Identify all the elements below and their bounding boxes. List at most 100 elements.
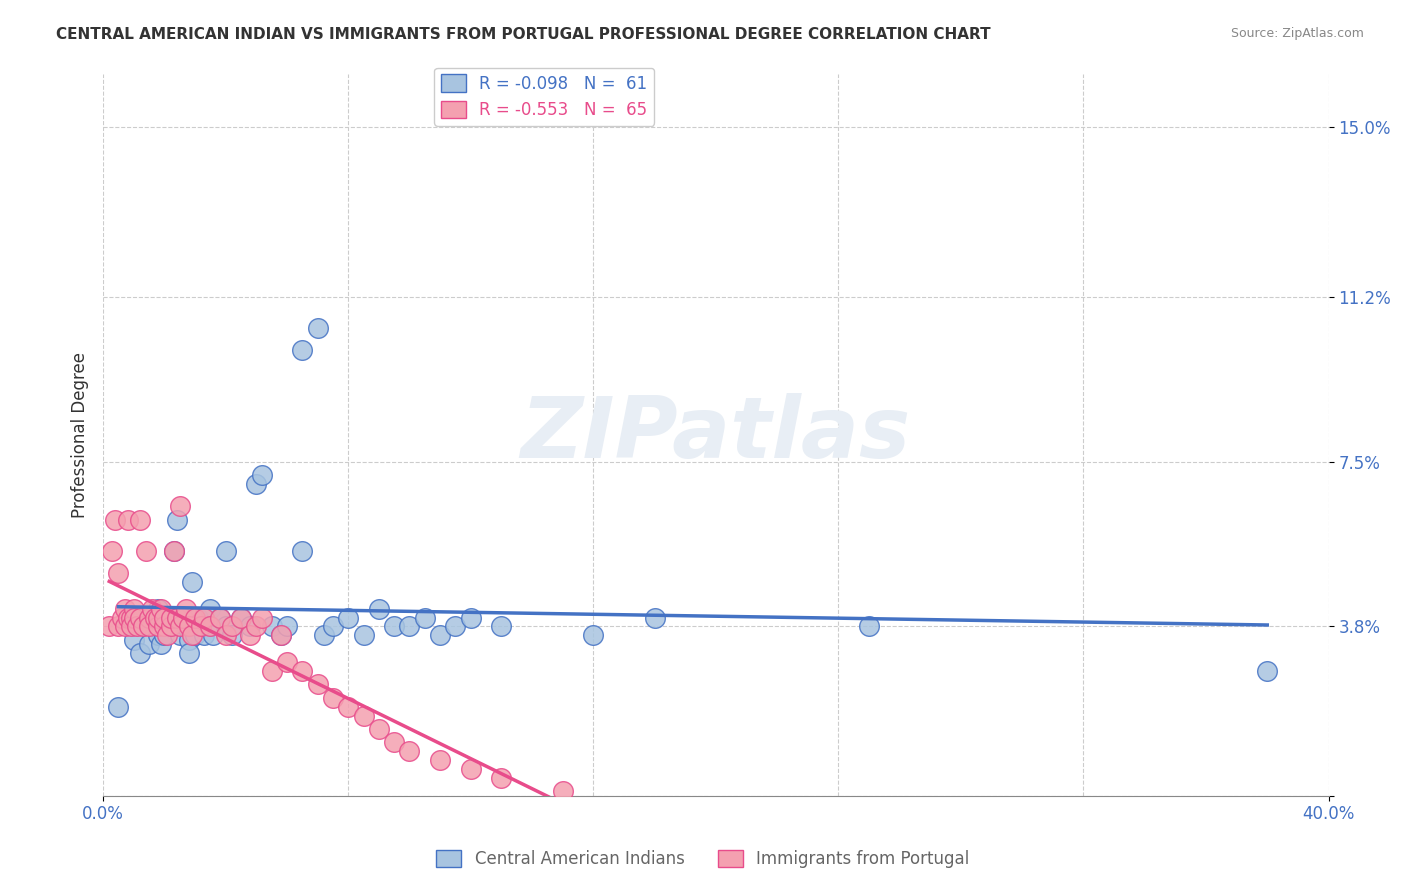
Point bbox=[353, 628, 375, 642]
Point bbox=[128, 646, 150, 660]
Point bbox=[184, 619, 207, 633]
Point bbox=[491, 771, 513, 785]
Point bbox=[159, 610, 181, 624]
Point bbox=[307, 677, 329, 691]
Point bbox=[132, 619, 155, 633]
Point bbox=[150, 637, 173, 651]
Point bbox=[122, 619, 145, 633]
Point bbox=[239, 628, 262, 642]
Point bbox=[322, 690, 344, 705]
Point bbox=[153, 619, 176, 633]
Point bbox=[107, 619, 129, 633]
Point bbox=[177, 646, 200, 660]
Point bbox=[169, 628, 191, 642]
Point bbox=[138, 619, 160, 633]
Point bbox=[382, 735, 405, 749]
Point bbox=[104, 512, 127, 526]
Point bbox=[148, 628, 170, 642]
Point bbox=[245, 476, 267, 491]
Point bbox=[270, 628, 292, 642]
Point bbox=[181, 574, 204, 589]
Point bbox=[177, 632, 200, 647]
Point bbox=[138, 610, 160, 624]
Point bbox=[107, 699, 129, 714]
Point bbox=[148, 619, 170, 633]
Point bbox=[166, 512, 188, 526]
Point bbox=[215, 628, 238, 642]
Text: CENTRAL AMERICAN INDIAN VS IMMIGRANTS FROM PORTUGAL PROFESSIONAL DEGREE CORRELAT: CENTRAL AMERICAN INDIAN VS IMMIGRANTS FR… bbox=[56, 27, 991, 42]
Point bbox=[110, 610, 132, 624]
Point bbox=[276, 619, 298, 633]
Point bbox=[398, 619, 420, 633]
Point bbox=[153, 619, 176, 633]
Point bbox=[143, 610, 166, 624]
Point bbox=[260, 619, 283, 633]
Point bbox=[122, 632, 145, 647]
Point bbox=[181, 628, 204, 642]
Point bbox=[193, 628, 215, 642]
Point bbox=[153, 628, 176, 642]
Point bbox=[491, 619, 513, 633]
Point bbox=[169, 619, 191, 633]
Point bbox=[307, 321, 329, 335]
Point bbox=[367, 601, 389, 615]
Point bbox=[551, 784, 574, 798]
Point bbox=[177, 619, 200, 633]
Point bbox=[858, 619, 880, 633]
Point bbox=[138, 637, 160, 651]
Y-axis label: Professional Degree: Professional Degree bbox=[72, 351, 89, 518]
Point bbox=[312, 628, 335, 642]
Point bbox=[150, 601, 173, 615]
Point bbox=[229, 610, 252, 624]
Point bbox=[138, 610, 160, 624]
Point bbox=[252, 467, 274, 482]
Point bbox=[337, 610, 360, 624]
Point bbox=[184, 628, 207, 642]
Point bbox=[153, 610, 176, 624]
Point bbox=[322, 619, 344, 633]
Legend: R = -0.098   N =  61, R = -0.553   N =  65: R = -0.098 N = 61, R = -0.553 N = 65 bbox=[434, 68, 654, 126]
Point bbox=[101, 543, 124, 558]
Point bbox=[200, 619, 222, 633]
Point bbox=[413, 610, 436, 624]
Point bbox=[208, 610, 231, 624]
Point bbox=[367, 722, 389, 736]
Point bbox=[200, 601, 222, 615]
Point bbox=[122, 601, 145, 615]
Point bbox=[337, 699, 360, 714]
Point bbox=[190, 619, 212, 633]
Point bbox=[169, 499, 191, 513]
Point bbox=[174, 601, 197, 615]
Point bbox=[107, 566, 129, 580]
Point bbox=[215, 543, 238, 558]
Point bbox=[229, 610, 252, 624]
Point bbox=[460, 762, 482, 776]
Point bbox=[260, 664, 283, 678]
Point bbox=[429, 753, 451, 767]
Point bbox=[187, 610, 209, 624]
Point bbox=[125, 619, 148, 633]
Point bbox=[291, 543, 314, 558]
Point bbox=[221, 619, 243, 633]
Point bbox=[291, 343, 314, 358]
Point bbox=[239, 619, 262, 633]
Point bbox=[252, 610, 274, 624]
Point bbox=[202, 628, 225, 642]
Point bbox=[444, 619, 467, 633]
Point bbox=[353, 708, 375, 723]
Legend: Central American Indians, Immigrants from Portugal: Central American Indians, Immigrants fro… bbox=[430, 843, 976, 875]
Point bbox=[166, 610, 188, 624]
Point bbox=[169, 619, 191, 633]
Point bbox=[120, 610, 142, 624]
Point bbox=[382, 619, 405, 633]
Point bbox=[193, 610, 215, 624]
Text: ZIPatlas: ZIPatlas bbox=[520, 393, 911, 476]
Point bbox=[200, 619, 222, 633]
Point bbox=[582, 628, 605, 642]
Point bbox=[1256, 664, 1278, 678]
Point bbox=[135, 543, 157, 558]
Point bbox=[215, 619, 238, 633]
Point bbox=[184, 610, 207, 624]
Point bbox=[644, 610, 666, 624]
Point bbox=[208, 610, 231, 624]
